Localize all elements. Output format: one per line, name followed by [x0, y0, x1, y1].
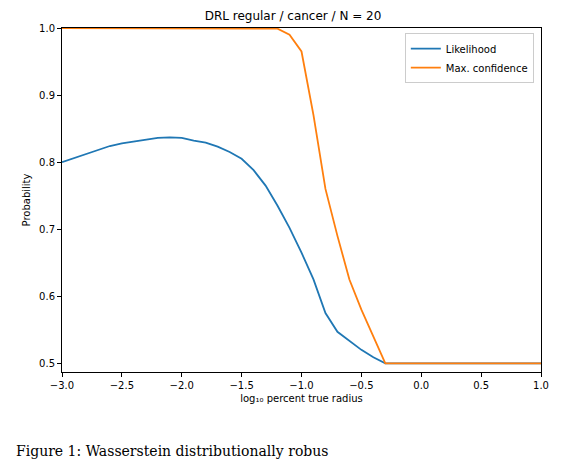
- svg-text:−2.0: −2.0: [170, 380, 194, 391]
- svg-text:0.5: 0.5: [473, 380, 489, 391]
- svg-text:−1.5: −1.5: [229, 380, 253, 391]
- svg-text:0.8: 0.8: [39, 157, 55, 168]
- svg-text:Figure 1: Wasserstein distribu: Figure 1: Wasserstein distributionally r…: [16, 443, 328, 459]
- svg-text:0.7: 0.7: [39, 224, 55, 235]
- svg-text:−0.5: −0.5: [349, 380, 373, 391]
- svg-text:−1.0: −1.0: [289, 380, 313, 391]
- svg-text:−3.0: −3.0: [50, 380, 74, 391]
- svg-text:0.9: 0.9: [39, 90, 55, 101]
- svg-text:1.0: 1.0: [533, 380, 549, 391]
- svg-text:DRL regular / cancer / N = 20: DRL regular / cancer / N = 20: [205, 9, 382, 23]
- svg-text:0.0: 0.0: [413, 380, 429, 391]
- svg-text:Likelihood: Likelihood: [446, 44, 496, 55]
- svg-text:−2.5: −2.5: [110, 380, 134, 391]
- svg-text:log₁₀ percent true radius: log₁₀ percent true radius: [240, 393, 363, 404]
- svg-text:0.6: 0.6: [39, 291, 55, 302]
- svg-text:Max. confidence: Max. confidence: [446, 63, 528, 74]
- svg-text:0.5: 0.5: [39, 358, 55, 369]
- svg-text:Probability: Probability: [21, 173, 32, 226]
- svg-text:1.0: 1.0: [39, 23, 55, 34]
